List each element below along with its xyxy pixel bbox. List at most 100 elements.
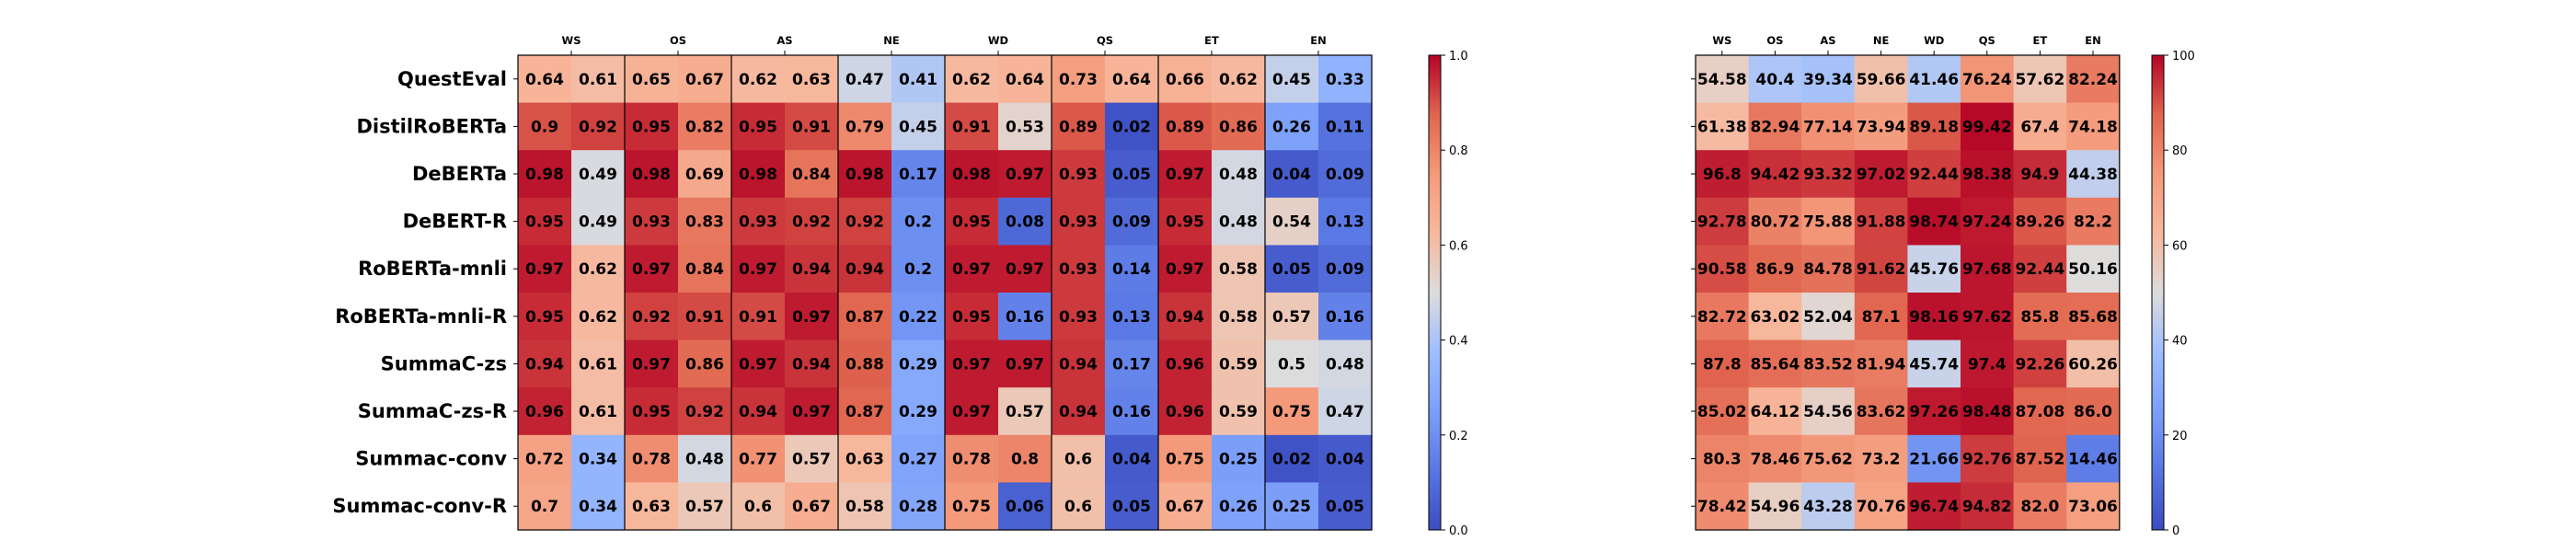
column-label: AS (776, 34, 792, 47)
cell-value: 0.29 (899, 403, 937, 421)
heat-cell (2013, 434, 2067, 483)
cell-value: 0.94 (1059, 403, 1098, 421)
heat-cell (2066, 339, 2121, 388)
cell-value: 0.47 (1326, 403, 1364, 421)
cell-value: 0.26 (1272, 118, 1311, 136)
colorbar-tick-label: 0.8 (1449, 144, 1468, 158)
cell-value: 93.32 (1803, 166, 1853, 184)
cell-value: 0.34 (579, 498, 617, 516)
heat-cell (1105, 482, 1159, 531)
cell-value: 0.29 (899, 355, 937, 374)
cell-value: 0.96 (1166, 403, 1204, 421)
column-label: OS (1766, 34, 1783, 47)
cell-value: 0.91 (739, 308, 777, 327)
cell-value: 0.9 (531, 118, 558, 136)
cell-value: 0.94 (1166, 308, 1204, 327)
cell-value: 41.46 (1909, 71, 1959, 89)
cell-value: 0.83 (685, 213, 724, 232)
heat-cell (785, 150, 839, 199)
cell-value: 0.05 (1326, 498, 1364, 516)
heat-cell (2013, 387, 2067, 436)
heat-cell (1961, 55, 2015, 104)
heat-cell (1212, 482, 1266, 531)
cell-value: 78.46 (1751, 451, 1800, 469)
cell-value: 78.42 (1697, 498, 1747, 516)
column-label: WD (1924, 34, 1944, 47)
cell-value: 0.65 (632, 71, 671, 89)
row-label: Summac-conv (355, 448, 507, 470)
right-heatmap-frame (1695, 54, 2121, 531)
cell-value: 73.2 (1862, 451, 1901, 469)
cell-value: 0.93 (739, 213, 777, 232)
cell-value: 0.73 (1059, 71, 1098, 89)
heat-cell (625, 339, 679, 388)
cell-value: 0.95 (1166, 213, 1204, 232)
heat-cell (1318, 150, 1373, 199)
heat-cell (1961, 339, 2015, 388)
heat-cell (2013, 482, 2067, 531)
cell-value: 92.44 (1909, 166, 1959, 184)
heat-cell (1318, 197, 1373, 246)
cell-value: 0.04 (1272, 166, 1311, 184)
cell-value: 0.62 (579, 260, 617, 279)
heat-cell (1854, 197, 1908, 246)
heat-cell (1265, 339, 1319, 388)
cell-value: 0.49 (579, 213, 617, 232)
column-label: ET (1204, 34, 1219, 47)
heat-cell (838, 387, 892, 436)
colorbar-tick-label: 0 (2172, 524, 2179, 538)
heat-cell (1961, 387, 2015, 436)
column-label: OS (670, 34, 686, 47)
cell-value: 0.84 (685, 260, 724, 279)
heat-cell (1696, 55, 1750, 104)
cell-value: 0.84 (792, 166, 831, 184)
heat-cell (1961, 150, 2015, 199)
cell-value: 0.89 (1059, 118, 1098, 136)
heat-cell (1907, 293, 1961, 341)
heat-cell (1854, 293, 1908, 341)
heat-cell (998, 150, 1052, 199)
cell-value: 0.14 (1112, 260, 1151, 279)
heat-cell (1318, 434, 1373, 483)
cell-value: 0.98 (632, 166, 671, 184)
heat-cell (785, 102, 839, 151)
heat-cell (1907, 197, 1961, 246)
heat-cell (1961, 245, 2015, 293)
cell-value: 0.61 (579, 71, 617, 89)
cell-value: 0.33 (1326, 71, 1364, 89)
heat-cell (1854, 55, 1908, 104)
heat-cell (1212, 339, 1266, 388)
cell-value: 0.48 (1219, 166, 1258, 184)
cell-value: 0.48 (1219, 213, 1258, 232)
cell-value: 54.58 (1697, 71, 1747, 89)
cell-value: 91.88 (1857, 213, 1906, 232)
cell-value: 94.82 (1962, 498, 2012, 516)
heat-cell (1212, 55, 1266, 104)
heat-cell (891, 150, 946, 199)
heat-cell (571, 245, 626, 293)
heat-cell (518, 482, 572, 531)
cell-value: 96.8 (1703, 166, 1742, 184)
cell-value: 83.62 (1857, 403, 1906, 421)
heat-cell (998, 102, 1052, 151)
heat-cell (625, 434, 679, 483)
heat-cell (1854, 387, 1908, 436)
heat-cell (1854, 434, 1908, 483)
cell-value: 59.66 (1857, 71, 1906, 89)
cell-value: 0.93 (1059, 166, 1098, 184)
heat-cell (998, 197, 1052, 246)
cell-value: 0.02 (1272, 451, 1311, 469)
heat-cell (998, 434, 1052, 483)
cell-value: 0.95 (632, 403, 671, 421)
heat-cell (731, 197, 786, 246)
column-label: WS (562, 34, 581, 47)
heat-cell (1052, 482, 1106, 531)
row-label: DeBERTa (412, 163, 507, 185)
cell-value: 89.26 (2016, 213, 2065, 232)
heat-cell (1801, 434, 1856, 483)
row-label: RoBERTa-mnli-R (335, 305, 507, 328)
cell-value: 87.1 (1862, 308, 1901, 327)
heat-cell (1052, 293, 1106, 341)
heat-cell (1318, 339, 1373, 388)
cell-value: 0.97 (1006, 260, 1044, 279)
